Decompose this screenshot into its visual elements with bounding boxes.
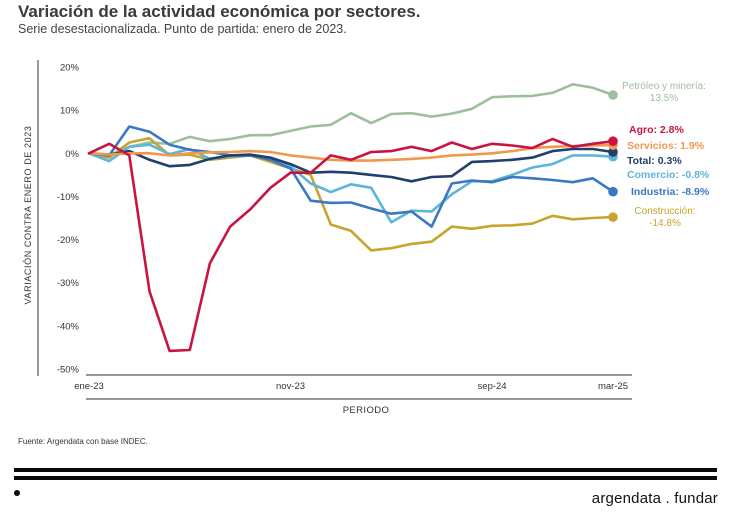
series-label-name: Industria: xyxy=(631,186,682,198)
y-tick-label: 0% xyxy=(65,149,79,160)
x-axis-title: PERIODO xyxy=(343,405,390,416)
series-label: Total: 0.3% xyxy=(627,155,682,167)
y-axis-title: VARIACIÓN CONTRA ENERO DE 2023 xyxy=(23,126,33,305)
series-label: Construcción: xyxy=(634,206,695,217)
series-end-point xyxy=(608,90,618,100)
chart-title: Variación de la actividad económica por … xyxy=(18,2,421,21)
series-label-name: Agro: xyxy=(629,124,660,136)
series-end-point xyxy=(608,212,618,222)
series-label: Industria: -8.9% xyxy=(631,186,710,198)
series-value-label: 0.3% xyxy=(658,155,683,167)
series-value-label: -14.8% xyxy=(649,218,681,229)
series-end-point xyxy=(608,136,618,147)
x-tick-label: nov-23 xyxy=(276,381,305,392)
series-value-label: -0.8% xyxy=(682,169,710,181)
line-chart: VARIACIÓN CONTRA ENERO DE 2023 20% 10% 0% -1… xyxy=(23,60,710,416)
series-label: Petróleo y minería: xyxy=(622,81,706,92)
series-lines xyxy=(87,83,618,353)
series-labels: Petróleo y minería:13.5% Construcción:-14… xyxy=(622,81,710,229)
series-line xyxy=(87,143,615,224)
x-tick-label: mar-25 xyxy=(598,381,628,392)
footer-rule-middle xyxy=(14,476,717,480)
series-label-name: Comercio: xyxy=(627,169,682,181)
y-tick-label: -50% xyxy=(57,365,80,376)
x-tick-label: ene-23 xyxy=(74,381,104,392)
source-note: Fuente: Argendata con base INDEC. xyxy=(18,437,148,446)
series-line xyxy=(87,137,615,353)
y-tick-label: -30% xyxy=(57,278,80,289)
y-tick-label: -20% xyxy=(57,235,80,246)
series-line xyxy=(87,147,615,183)
series-end-point xyxy=(608,186,618,197)
y-tick-label: -10% xyxy=(57,192,80,203)
series-label: Servicios: 1.9% xyxy=(627,140,705,152)
series-label-name: Servicios: xyxy=(627,140,680,152)
series-end-point xyxy=(608,147,618,157)
brand-logo: argendata . fundar xyxy=(591,490,718,507)
footer-rule-top xyxy=(14,468,717,472)
series-label-name: Total: xyxy=(627,155,658,167)
y-tick-label: -40% xyxy=(57,321,80,332)
series-line xyxy=(87,83,615,157)
series-label: Comercio: -0.8% xyxy=(627,169,710,181)
series-value-label: -8.9% xyxy=(682,186,710,198)
y-tick-label: 20% xyxy=(60,63,80,74)
series-value-label: 1.9% xyxy=(680,140,705,152)
series-label: Agro: 2.8% xyxy=(629,124,685,136)
chart-axes: VARIACIÓN CONTRA ENERO DE 2023 20% 10% 0% -1… xyxy=(23,60,632,416)
series-line xyxy=(87,125,615,228)
series-value-label: 2.8% xyxy=(660,124,685,136)
footer-dot xyxy=(14,490,20,496)
series-value-label: 13.5% xyxy=(650,93,678,104)
chart-subtitle: Serie desestacionalizada. Punto de parti… xyxy=(18,22,347,36)
y-tick-label: 10% xyxy=(60,106,80,117)
x-tick-label: sep-24 xyxy=(478,381,507,392)
